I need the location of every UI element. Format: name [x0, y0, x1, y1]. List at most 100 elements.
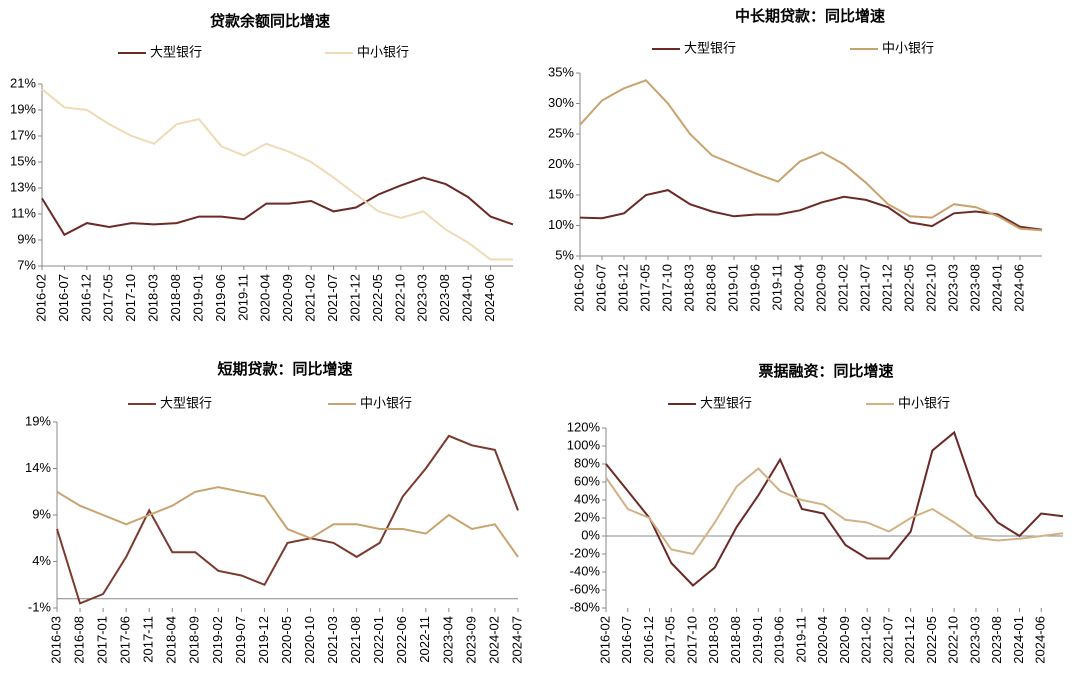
- y-tick-label: -20%: [570, 545, 601, 560]
- x-tick-label: 2022-06: [394, 616, 409, 664]
- x-tick-label: 2024-06: [482, 274, 497, 322]
- x-tick-label: 2022-05: [924, 616, 939, 664]
- y-tick-label: 11%: [11, 205, 36, 220]
- x-tick-label: 2021-07: [880, 616, 895, 664]
- y-tick-label: 35%: [548, 64, 574, 79]
- y-tick-label: 9%: [17, 231, 36, 246]
- x-tick-label: 2016-02: [33, 274, 48, 322]
- y-tick-label: 10%: [548, 217, 574, 232]
- series-line: [579, 79, 1043, 232]
- x-tick-label: 2024-02: [486, 616, 501, 664]
- legend-label: 中小银行: [882, 40, 934, 55]
- x-tick-label: 2019-01: [725, 264, 740, 312]
- x-tick-label: 2024-01: [460, 274, 475, 322]
- x-tick-label: 2021-08: [348, 616, 363, 664]
- x-tick-label: 2023-08: [967, 264, 982, 312]
- x-tick-label: 2018-08: [728, 616, 743, 664]
- x-tick-label: 2022-11: [417, 616, 432, 663]
- x-tick-label: 2020-09: [813, 264, 828, 312]
- x-tick-label: 2021-12: [902, 616, 917, 664]
- x-tick-label: 2020-05: [279, 616, 294, 664]
- x-tick-label: 2016-03: [48, 616, 63, 664]
- y-tick-label: 0%: [581, 527, 600, 542]
- y-tick-label: 80%: [574, 455, 600, 470]
- chart-title: 票据融资：同比增速: [758, 362, 893, 380]
- x-tick-label: 2023-08: [989, 616, 1004, 664]
- x-tick-label: 2017-05: [663, 616, 678, 664]
- y-tick-label: 5%: [555, 247, 574, 262]
- legend-label: 大型银行: [684, 40, 736, 55]
- x-tick-label: 2019-11: [793, 616, 808, 663]
- x-tick-label: 2021-07: [325, 274, 340, 322]
- y-tick-label: 19%: [25, 413, 51, 428]
- series-line: [56, 434, 519, 605]
- x-tick-label: 2016-12: [641, 616, 656, 664]
- x-tick-label: 2017-10: [659, 264, 674, 312]
- x-tick-label: 2023-09: [463, 616, 478, 664]
- x-tick-label: 2016-07: [593, 264, 608, 312]
- y-tick-label: 17%: [10, 127, 36, 142]
- y-tick-label: 14%: [25, 460, 51, 475]
- y-tick-label: 60%: [574, 473, 600, 488]
- series-line: [605, 430, 1064, 587]
- x-tick-label: 2022-10: [923, 264, 938, 312]
- legend-label: 大型银行: [150, 44, 202, 59]
- x-tick-label: 2022-10: [946, 616, 961, 664]
- x-tick-label: 2018-04: [164, 616, 179, 664]
- series-line: [41, 88, 513, 261]
- x-tick-label: 2016-12: [78, 274, 93, 322]
- y-tick-label: 9%: [32, 506, 51, 521]
- y-tick-label: -40%: [570, 563, 601, 578]
- x-tick-label: 2019-07: [233, 616, 248, 664]
- x-tick-label: 2022-10: [392, 274, 407, 322]
- y-tick-label: -80%: [570, 599, 601, 614]
- x-tick-label: 2021-12: [347, 274, 362, 322]
- x-tick-label: 2020-04: [258, 274, 273, 322]
- x-tick-label: 2022-01: [371, 616, 386, 664]
- series-line: [579, 189, 1043, 231]
- chart-title: 短期贷款：同比增速: [217, 360, 352, 378]
- y-tick-label: 19%: [10, 101, 36, 116]
- x-tick-label: 2020-10: [302, 616, 317, 664]
- x-tick-label: 2019-01: [750, 616, 765, 664]
- chart-panel: 票据融资：同比增速 -80% -60% -40% -20% 0% 20% 40% 60% 80% 1…: [567, 362, 1064, 664]
- x-tick-label: 2018-09: [187, 616, 202, 664]
- x-tick-label: 2016-07: [56, 274, 71, 322]
- x-tick-label: 2019-06: [772, 616, 787, 664]
- y-tick-label: 40%: [574, 491, 600, 506]
- x-tick-label: 2019-12: [256, 616, 271, 664]
- x-tick-label: 2017-05: [637, 264, 652, 312]
- series-line: [41, 176, 514, 237]
- chart-panel: 短期贷款：同比增速 -1% 4% 9% 14% 19% 2016-03 2016-08 2017…: [25, 360, 524, 664]
- x-tick-label: 2017-06: [118, 616, 133, 664]
- x-tick-label: 2023-03: [945, 264, 960, 312]
- x-tick-label: 2017-11: [141, 616, 156, 663]
- chart-panel: 贷款余额同比增速 7% 9% 11% 13% 15% 17% 19% 21% 2016-02 201…: [10, 12, 514, 322]
- x-tick-label: 2018-03: [681, 264, 696, 312]
- y-tick-label: 120%: [567, 419, 601, 434]
- x-tick-label: 2024-01: [989, 264, 1004, 312]
- x-tick-label: 2018-03: [146, 274, 161, 322]
- y-tick-label: 20%: [548, 156, 574, 171]
- x-tick-label: 2023-04: [440, 616, 455, 664]
- legend-label: 中小银行: [357, 44, 409, 59]
- x-tick-label: 2024-07: [509, 616, 524, 664]
- x-tick-label: 2022-05: [901, 264, 916, 312]
- x-tick-label: 2016-02: [571, 264, 586, 312]
- x-tick-label: 2016-12: [615, 264, 630, 312]
- x-tick-label: 2016-07: [619, 616, 634, 664]
- y-tick-label: 21%: [10, 75, 36, 90]
- y-tick-label: 4%: [32, 553, 51, 568]
- y-tick-label: -60%: [570, 581, 601, 596]
- y-tick-label: 7%: [17, 257, 36, 272]
- x-tick-label: 2018-08: [168, 274, 183, 322]
- y-tick-label: 30%: [548, 95, 574, 110]
- y-tick-label: -1%: [28, 599, 52, 614]
- x-tick-label: 2023-03: [967, 616, 982, 664]
- legend-label: 大型银行: [700, 395, 752, 410]
- legend-label: 大型银行: [160, 395, 212, 410]
- x-tick-label: 2019-06: [213, 274, 228, 322]
- x-tick-label: 2017-01: [95, 616, 110, 664]
- x-tick-label: 2019-06: [747, 264, 762, 312]
